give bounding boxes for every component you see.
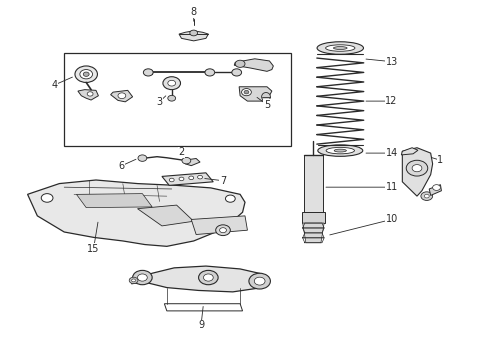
Circle shape	[168, 80, 175, 86]
Circle shape	[220, 228, 226, 233]
Text: 8: 8	[191, 7, 197, 17]
Polygon shape	[179, 31, 208, 41]
Circle shape	[249, 273, 270, 289]
Polygon shape	[138, 205, 194, 226]
Circle shape	[118, 93, 126, 99]
Circle shape	[406, 160, 428, 176]
Circle shape	[41, 194, 53, 202]
Bar	[304, 155, 323, 212]
Polygon shape	[27, 180, 245, 246]
Circle shape	[138, 274, 147, 281]
Circle shape	[197, 175, 202, 179]
Circle shape	[198, 270, 218, 285]
Text: 10: 10	[386, 215, 398, 224]
Polygon shape	[164, 304, 243, 311]
Text: 4: 4	[51, 80, 57, 90]
Circle shape	[412, 165, 422, 172]
Polygon shape	[130, 277, 142, 284]
Circle shape	[242, 89, 251, 96]
Polygon shape	[184, 158, 200, 166]
Polygon shape	[76, 194, 152, 208]
Circle shape	[133, 270, 152, 285]
Circle shape	[144, 69, 153, 76]
Circle shape	[168, 95, 175, 101]
Bar	[302, 212, 325, 223]
Circle shape	[232, 69, 242, 76]
Polygon shape	[429, 185, 441, 195]
Circle shape	[216, 225, 230, 235]
Circle shape	[254, 277, 265, 285]
Text: 11: 11	[386, 182, 398, 192]
Text: 12: 12	[386, 96, 398, 106]
Text: 9: 9	[198, 320, 204, 330]
Circle shape	[87, 92, 93, 96]
Polygon shape	[162, 173, 213, 185]
Ellipse shape	[318, 145, 363, 156]
Text: 1: 1	[438, 155, 443, 165]
Circle shape	[179, 177, 184, 181]
Polygon shape	[132, 266, 265, 292]
Polygon shape	[239, 87, 272, 101]
Ellipse shape	[334, 149, 346, 152]
Polygon shape	[111, 90, 133, 102]
Circle shape	[205, 69, 215, 76]
Text: 14: 14	[386, 148, 398, 158]
Text: 6: 6	[119, 161, 125, 171]
Circle shape	[433, 185, 441, 190]
Circle shape	[189, 176, 194, 180]
Ellipse shape	[317, 42, 364, 54]
Polygon shape	[402, 148, 433, 196]
Bar	[64, 53, 292, 146]
Polygon shape	[191, 216, 247, 234]
Circle shape	[190, 30, 197, 36]
Text: 3: 3	[156, 97, 163, 107]
Text: 2: 2	[178, 147, 185, 157]
Ellipse shape	[333, 46, 347, 49]
Circle shape	[169, 178, 174, 182]
Ellipse shape	[326, 45, 355, 51]
Circle shape	[163, 77, 180, 90]
Circle shape	[80, 69, 93, 79]
Circle shape	[235, 60, 245, 67]
Circle shape	[138, 155, 147, 161]
Circle shape	[421, 192, 433, 201]
Text: 5: 5	[264, 100, 270, 110]
Circle shape	[75, 66, 98, 82]
Circle shape	[203, 274, 213, 281]
Circle shape	[244, 90, 249, 94]
Ellipse shape	[326, 147, 354, 154]
Ellipse shape	[262, 93, 270, 101]
Circle shape	[424, 194, 429, 198]
Text: 15: 15	[87, 244, 100, 254]
Polygon shape	[303, 223, 324, 243]
Circle shape	[83, 72, 89, 76]
Polygon shape	[234, 59, 273, 71]
Text: 7: 7	[220, 176, 226, 186]
Circle shape	[225, 195, 235, 202]
Circle shape	[129, 277, 138, 284]
Circle shape	[132, 279, 136, 282]
Polygon shape	[401, 148, 418, 155]
Polygon shape	[78, 90, 98, 100]
Circle shape	[182, 157, 191, 164]
Text: 13: 13	[386, 57, 398, 67]
